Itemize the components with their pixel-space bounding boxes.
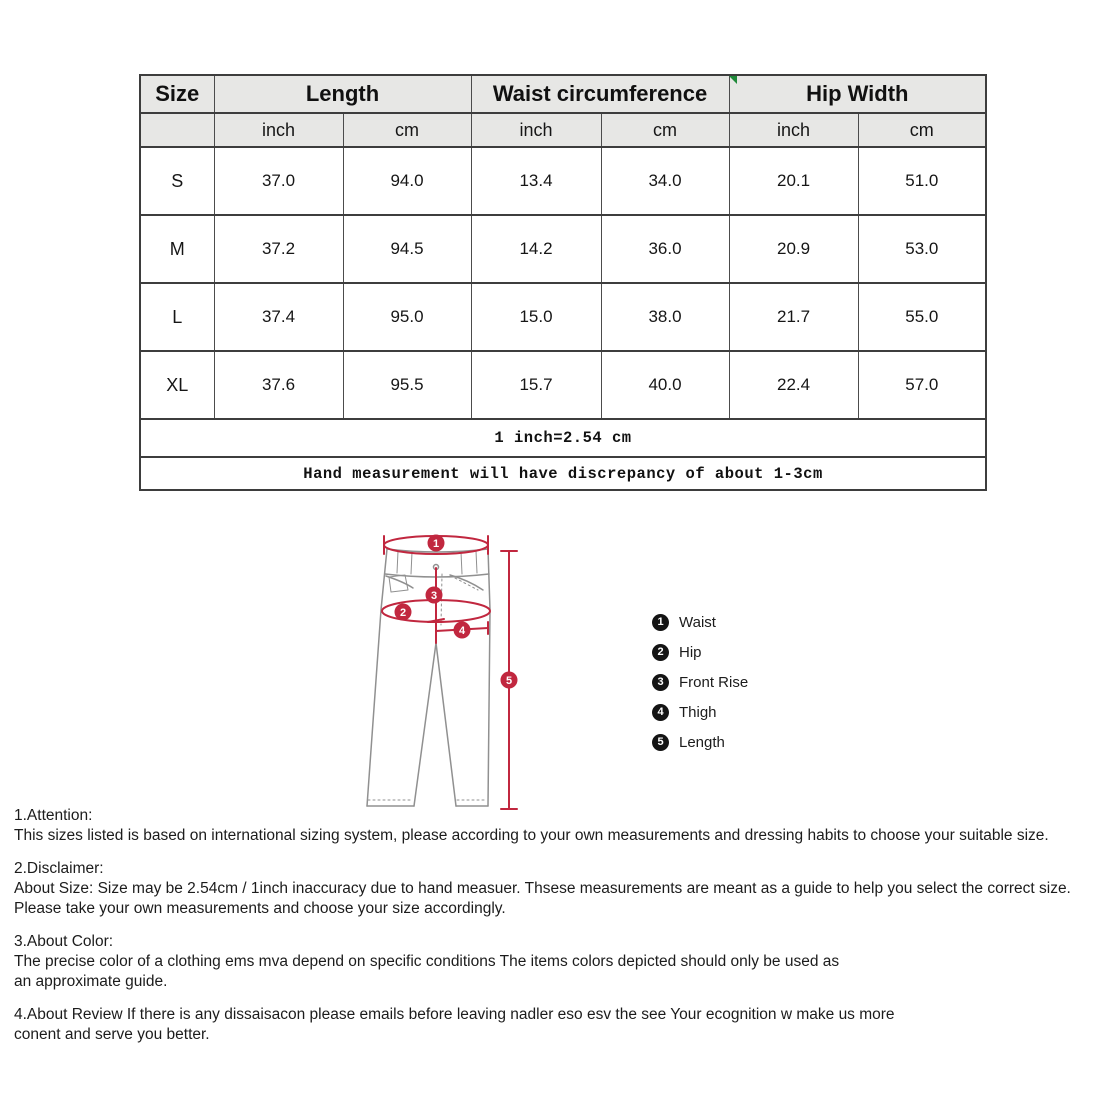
bottom-notes: 1.Attention: This sizes listed is based … <box>14 806 1094 1058</box>
cell-value: 15.7 <box>470 350 602 420</box>
cell-value: 36.0 <box>600 214 730 284</box>
table-note-conversion-row: 1 inch=2.54 cm <box>139 418 987 458</box>
col-header-size: Size <box>139 74 215 114</box>
unit-hip-inch: inch <box>728 112 859 148</box>
cell-value: 94.0 <box>342 146 472 216</box>
cell-value: 37.4 <box>213 282 344 352</box>
legend-number-badge: 5 <box>652 733 669 751</box>
cell-value: 53.0 <box>857 214 987 284</box>
unit-length-inch: inch <box>213 112 344 148</box>
size-table-wrap: Size Length Waist circumference Hip Widt… <box>139 74 988 491</box>
note-text: The precise color of a clothing ems mva … <box>14 953 840 970</box>
size-label: L <box>139 282 215 352</box>
note-title: 2.Disclaimer: <box>14 860 104 877</box>
size-chart-table: Size Length Waist circumference Hip Widt… <box>139 74 988 491</box>
legend-label: Thigh <box>679 703 717 721</box>
marker-circles: 1 2 3 4 5 <box>394 534 518 689</box>
cell-value: 34.0 <box>600 146 730 216</box>
legend-item-thigh: 4 Thigh <box>652 703 748 721</box>
legend-number-badge: 2 <box>652 643 669 661</box>
cell-value: 20.1 <box>728 146 859 216</box>
note-text: 4.About Review If there is any dissaisac… <box>14 1006 895 1023</box>
note-section-disclaimer: 2.Disclaimer: About Size: Size may be 2.… <box>14 859 1094 919</box>
table-row-m: M 37.2 94.5 14.2 36.0 20.9 53.0 <box>139 214 987 284</box>
table-units-row: inch cm inch cm inch cm <box>139 112 987 148</box>
cell-value: 37.2 <box>213 214 344 284</box>
note-text: About Size: Size may be 2.54cm / 1inch i… <box>14 880 1071 897</box>
unit-waist-inch: inch <box>470 112 602 148</box>
legend-number-badge: 4 <box>652 703 669 721</box>
note-section-attention: 1.Attention: This sizes listed is based … <box>14 806 1094 846</box>
note-title: 3.About Color: <box>14 933 114 950</box>
size-label: S <box>139 146 215 216</box>
note-section-about-color: 3.About Color: The precise color of a cl… <box>14 932 1094 992</box>
cell-value: 57.0 <box>857 350 987 420</box>
marker-5: 5 <box>506 675 512 687</box>
cell-value: 38.0 <box>600 282 730 352</box>
note-text: conent and serve you better. <box>14 1026 210 1043</box>
cell-value: 55.0 <box>857 282 987 352</box>
legend-item-hip: 2 Hip <box>652 643 748 661</box>
table-row-s: S 37.0 94.0 13.4 34.0 20.1 51.0 <box>139 146 987 216</box>
table-row-xl: XL 37.6 95.5 15.7 40.0 22.4 57.0 <box>139 350 987 420</box>
cell-value: 14.2 <box>470 214 602 284</box>
table-row-l: L 37.4 95.0 15.0 38.0 21.7 55.0 <box>139 282 987 352</box>
pants-diagram: 1 2 3 4 5 <box>366 534 518 810</box>
note-text: This sizes listed is based on internatio… <box>14 827 1049 844</box>
legend-number-badge: 3 <box>652 673 669 691</box>
units-header-empty <box>139 112 215 148</box>
marker-2: 2 <box>400 607 406 619</box>
marker-3: 3 <box>431 590 437 602</box>
legend-label: Hip <box>679 643 702 661</box>
pants-outline <box>366 548 491 807</box>
legend-label: Front Rise <box>679 673 749 691</box>
cell-value: 95.5 <box>342 350 472 420</box>
cell-value: 22.4 <box>728 350 859 420</box>
legend-item-front-rise: 3 Front Rise <box>652 673 748 691</box>
legend-item-waist: 1 Waist <box>652 613 748 631</box>
marker-1: 1 <box>433 538 439 550</box>
cell-value: 40.0 <box>600 350 730 420</box>
cell-value: 20.9 <box>728 214 859 284</box>
discrepancy-note: Hand measurement will have discrepancy o… <box>139 456 987 491</box>
note-title: 1.Attention: <box>14 807 93 824</box>
cell-value: 51.0 <box>857 146 987 216</box>
legend-label: Length <box>679 733 725 751</box>
legend-item-length: 5 Length <box>652 733 748 751</box>
cell-value: 37.0 <box>213 146 344 216</box>
cell-value: 21.7 <box>728 282 859 352</box>
legend-number-badge: 1 <box>652 613 669 631</box>
stitch-lines <box>367 573 488 801</box>
size-label: M <box>139 214 215 284</box>
col-header-waist: Waist circumference <box>470 74 730 114</box>
unit-length-cm: cm <box>342 112 472 148</box>
cell-corner-marker <box>729 76 737 84</box>
note-text: an approximate guide. <box>14 973 168 990</box>
size-label: XL <box>139 350 215 420</box>
unit-hip-cm: cm <box>857 112 987 148</box>
marker-4: 4 <box>459 625 466 637</box>
cell-value: 37.6 <box>213 350 344 420</box>
belt-loops <box>396 550 478 575</box>
note-section-about-review: 4.About Review If there is any dissaisac… <box>14 1005 1094 1045</box>
note-text: Please take your own measurements and ch… <box>14 900 506 917</box>
measurement-legend: 1 Waist 2 Hip 3 Front Rise 4 Thigh 5 Len… <box>652 613 748 763</box>
unit-waist-cm: cm <box>600 112 730 148</box>
col-header-hip: Hip Width <box>728 74 987 114</box>
cell-value: 15.0 <box>470 282 602 352</box>
legend-label: Waist <box>679 613 716 631</box>
table-note-discrepancy-row: Hand measurement will have discrepancy o… <box>139 456 987 491</box>
cell-value: 95.0 <box>342 282 472 352</box>
conversion-note: 1 inch=2.54 cm <box>139 418 987 458</box>
table-group-header-row: Size Length Waist circumference Hip Widt… <box>139 74 987 114</box>
cell-value: 94.5 <box>342 214 472 284</box>
col-header-length: Length <box>213 74 472 114</box>
cell-value: 13.4 <box>470 146 602 216</box>
